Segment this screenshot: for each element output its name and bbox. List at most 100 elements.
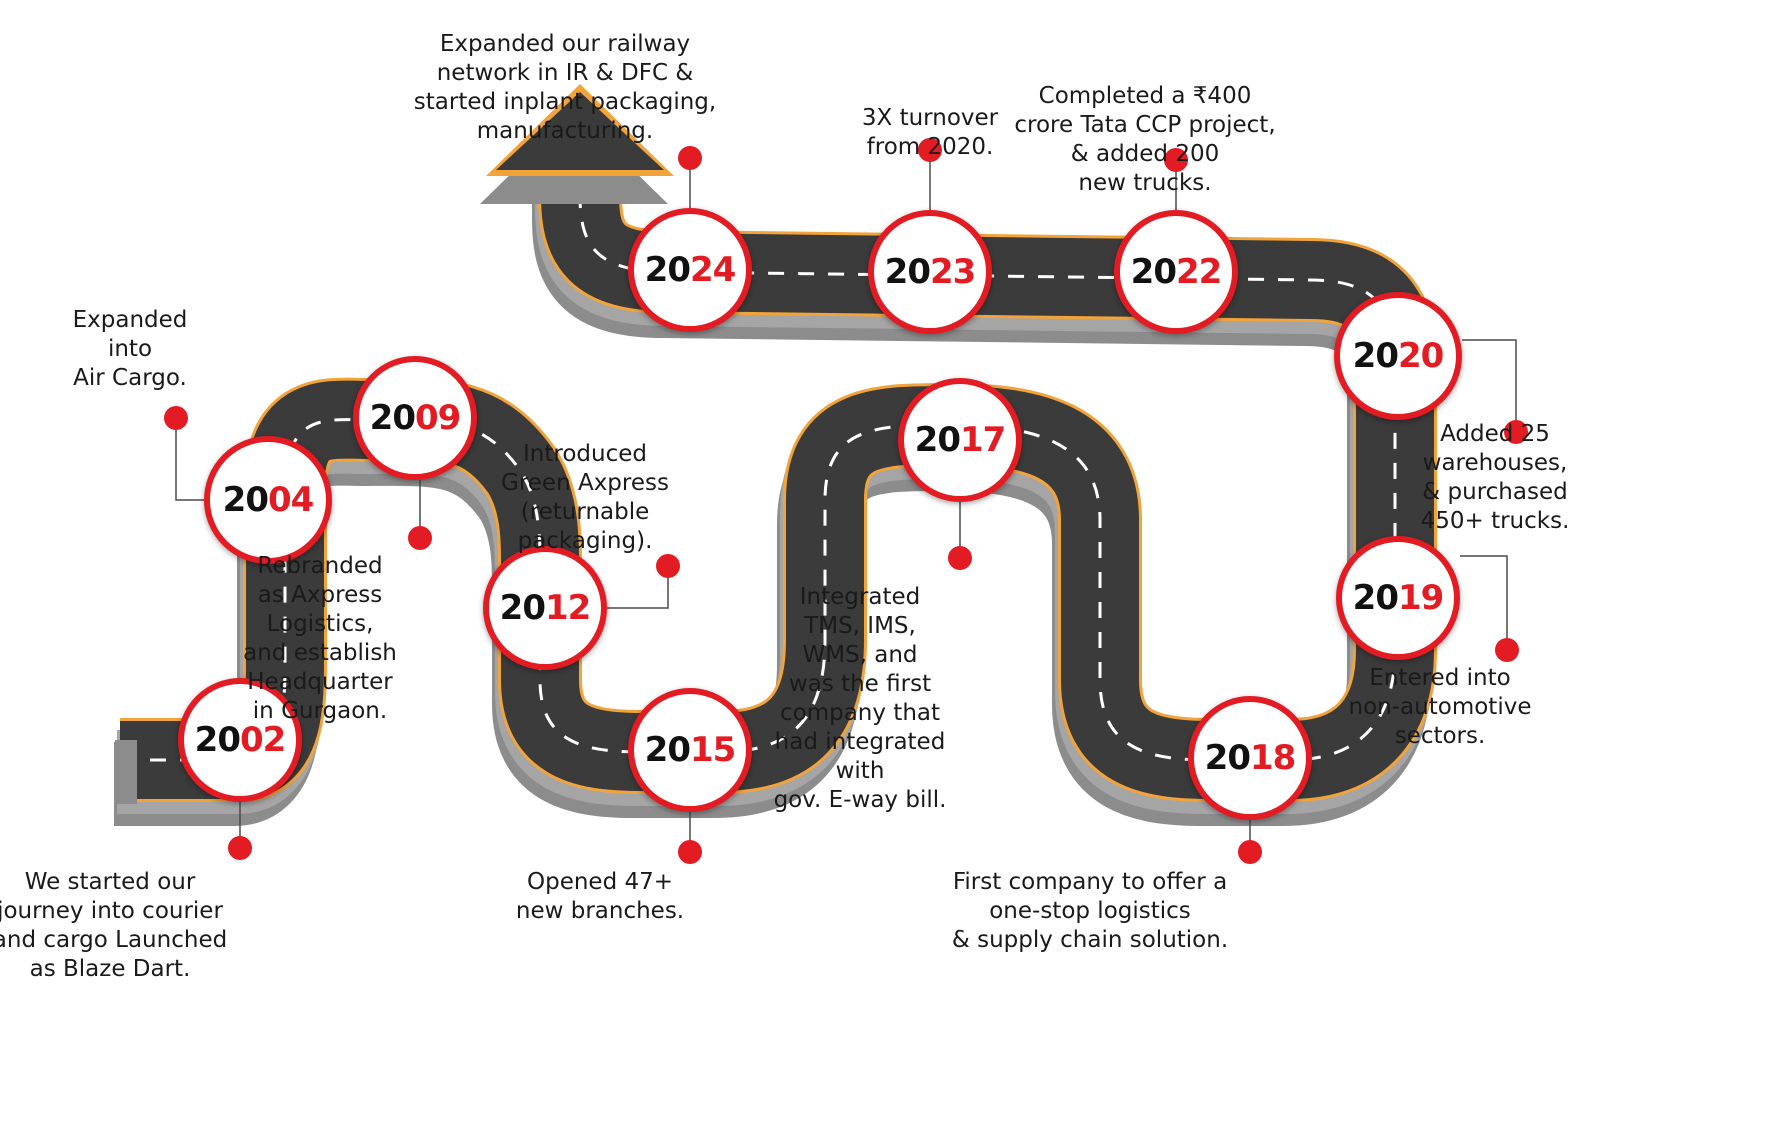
caption-line: sectors.	[1394, 723, 1486, 749]
caption-line: warehouses,	[1422, 450, 1568, 476]
leader-line-2020	[1462, 339, 1517, 432]
milestone-caption-2020: Added 25 warehouses, & purchased 450+ truck…	[1395, 420, 1595, 536]
year-badge-2023: 20 23	[868, 210, 992, 334]
marker-dot-2019	[1495, 638, 1519, 662]
year-badge-2018: 20 18	[1188, 696, 1312, 820]
road-start-cap	[115, 740, 137, 804]
milestone-caption-2004: Expanded into Air Cargo.	[15, 306, 245, 393]
year-suffix: 24	[690, 250, 736, 290]
caption-line: Integrated	[799, 584, 921, 610]
caption-line: Added 25	[1440, 421, 1550, 447]
year-suffix: 18	[1250, 738, 1296, 778]
caption-line: Completed a ₹400	[1038, 83, 1252, 109]
year-prefix: 20	[222, 480, 269, 520]
year-suffix: 04	[268, 480, 314, 520]
marker-dot-2004	[164, 406, 188, 430]
caption-line: with	[835, 758, 885, 784]
caption-line: We started our	[24, 869, 196, 895]
year-badge-2019: 20 19	[1336, 536, 1460, 660]
milestone-caption-2012: Introduced Green Axpress (returnable packag…	[485, 440, 685, 556]
caption-line: Green Axpress	[501, 470, 669, 496]
caption-line: was the first	[788, 671, 932, 697]
caption-line: Logistics,	[266, 611, 374, 637]
milestone-caption-2017: Integrated TMS, IMS, WMS, and was the first…	[760, 583, 960, 815]
arrow-head	[496, 92, 664, 170]
year-prefix: 20	[1352, 578, 1399, 618]
leader-line-2012	[607, 566, 669, 609]
year-badge-2024: 20 24	[628, 208, 752, 332]
caption-line: Opened 47+	[526, 869, 674, 895]
caption-line: 3X turnover	[861, 105, 999, 131]
year-suffix: 19	[1398, 578, 1444, 618]
year-suffix: 20	[1398, 336, 1444, 376]
milestone-caption-2024: Expanded our railway network in IR & DFC …	[395, 30, 735, 146]
year-badge-2002: 20 02	[178, 678, 302, 802]
marker-dot-2009	[408, 526, 432, 550]
caption-line: company that	[779, 700, 941, 726]
caption-line: & purchased	[1422, 479, 1568, 505]
caption-line: Expanded	[72, 307, 188, 333]
caption-line: as Blaze Dart.	[29, 956, 191, 982]
caption-line: First company to offer a	[952, 869, 1228, 895]
year-prefix: 20	[369, 398, 416, 438]
caption-line: crore Tata CCP project,	[1014, 112, 1276, 138]
caption-line: had integrated	[774, 729, 946, 755]
year-suffix: 22	[1176, 252, 1222, 292]
marker-dot-2024	[678, 146, 702, 170]
leader-line-2019	[1460, 555, 1508, 650]
caption-line: into	[107, 336, 153, 362]
marker-dot-2002	[228, 836, 252, 860]
caption-line: Introduced	[523, 441, 647, 467]
caption-line: WMS, and	[802, 642, 918, 668]
year-prefix: 20	[1352, 336, 1399, 376]
year-prefix: 20	[1204, 738, 1251, 778]
caption-line: gov. E-way bill.	[773, 787, 947, 813]
caption-line: Headquarter	[247, 669, 393, 695]
caption-line: network in IR & DFC &	[436, 60, 694, 86]
caption-line: started inplant packaging,	[413, 89, 717, 115]
year-badge-2004: 20 04	[204, 436, 332, 564]
year-prefix: 20	[499, 588, 546, 628]
year-suffix: 17	[960, 420, 1006, 460]
caption-line: & added 200	[1070, 141, 1220, 167]
caption-line: packaging).	[517, 528, 653, 554]
caption-line: new trucks.	[1078, 170, 1212, 196]
year-prefix: 20	[194, 720, 241, 760]
milestone-caption-2002: We started our journey into courier and ca…	[0, 868, 245, 984]
leader-line-2004	[175, 418, 204, 501]
marker-dot-2015	[678, 840, 702, 864]
milestone-caption-2018: First company to offer a one-stop logisti…	[930, 868, 1250, 955]
caption-line: in Gurgaon.	[252, 698, 388, 724]
milestone-caption-2022: Completed a ₹400 crore Tata CCP project, &…	[980, 82, 1310, 198]
milestone-caption-2009: Rebranded as Axpress Logistics, and establi…	[230, 552, 410, 726]
year-prefix: 20	[914, 420, 961, 460]
caption-line: as Axpress	[257, 582, 383, 608]
caption-line: Air Cargo.	[73, 365, 187, 391]
caption-line: new branches.	[515, 898, 685, 924]
year-badge-2012: 20 12	[483, 546, 607, 670]
year-badge-2020: 20 20	[1334, 292, 1462, 420]
caption-line: (returnable	[520, 499, 650, 525]
year-badge-2017: 20 17	[898, 378, 1022, 502]
year-suffix: 02	[240, 720, 286, 760]
year-badge-2022: 20 22	[1114, 210, 1238, 334]
milestone-caption-2015: Opened 47+ new branches.	[500, 868, 700, 926]
caption-line: non-automotive	[1348, 694, 1532, 720]
year-suffix: 23	[930, 252, 976, 292]
marker-dot-2022	[1164, 148, 1188, 172]
caption-line: 450+ trucks.	[1420, 508, 1570, 534]
caption-line: and cargo Launched	[0, 927, 228, 953]
year-badge-2009: 20 09	[353, 356, 477, 480]
year-badge-2015: 20 15	[628, 688, 752, 812]
caption-line: & supply chain solution.	[951, 927, 1229, 953]
marker-dot-2023	[918, 138, 942, 162]
marker-dot-2020	[1504, 420, 1528, 444]
year-suffix: 15	[690, 730, 736, 770]
caption-line: one-stop logistics	[989, 898, 1191, 924]
caption-line: TMS, IMS,	[804, 613, 916, 639]
caption-line: from 2020.	[866, 134, 994, 160]
year-suffix: 12	[545, 588, 591, 628]
year-prefix: 20	[644, 730, 691, 770]
caption-line: and establish	[243, 640, 397, 666]
